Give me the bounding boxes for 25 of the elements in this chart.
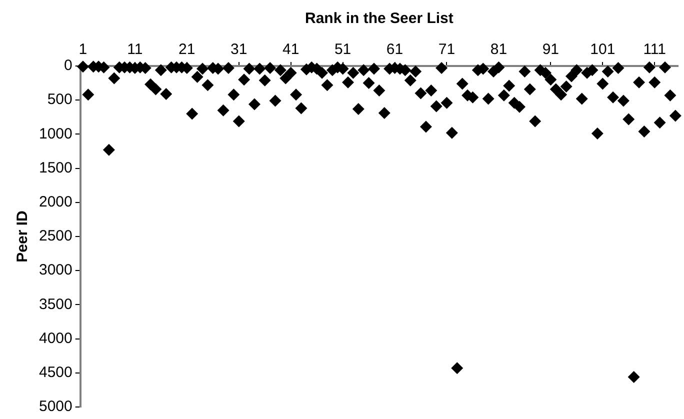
x-tick-label: 31 [230,41,248,58]
y-tick-label: 5000 [38,398,72,416]
x-tick-label: 11 [127,41,143,58]
y-tick-label: 2500 [38,228,72,245]
x-tick-label: 101 [590,41,616,58]
x-tick-label: 71 [438,41,456,58]
y-tick-label: 0 [64,57,72,74]
x-tick-label: 41 [282,41,300,58]
x-tick-label: 111 [643,41,666,58]
y-tick-label: 1000 [38,125,72,142]
x-tick-label: 51 [334,41,352,58]
x-tick-label: 61 [386,41,404,58]
x-tick-label: 91 [542,41,560,58]
x-tick-label: 1 [78,41,88,58]
x-tick-label: 81 [490,41,508,58]
y-tick-label: 4500 [38,364,72,382]
x-axis-title: Rank in the Seer List [304,10,454,28]
x-tick-label: 21 [178,41,196,58]
y-tick-label: 1500 [38,159,72,176]
y-tick-label: 2000 [38,194,72,211]
y-axis-title: Peer ID [14,210,32,262]
y-tick-label: 500 [47,91,72,108]
y-tick-label: 3000 [38,262,72,279]
y-tick-label: 3500 [38,296,72,313]
y-tick-label: 4000 [38,330,72,347]
